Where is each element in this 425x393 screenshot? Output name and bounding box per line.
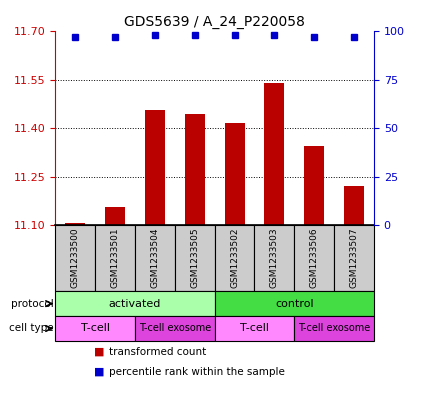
FancyBboxPatch shape	[55, 316, 135, 341]
FancyBboxPatch shape	[215, 225, 255, 291]
Text: ■: ■	[94, 367, 104, 377]
Text: GSM1233507: GSM1233507	[350, 228, 359, 288]
FancyBboxPatch shape	[215, 291, 374, 316]
Text: T-cell: T-cell	[240, 323, 269, 334]
Text: cell type: cell type	[8, 323, 53, 334]
Text: protocol: protocol	[11, 299, 53, 309]
FancyBboxPatch shape	[95, 225, 135, 291]
Bar	[65, 223, 85, 225]
Text: GSM1233506: GSM1233506	[310, 228, 319, 288]
Text: transformed count: transformed count	[109, 347, 207, 357]
Text: GSM1233505: GSM1233505	[190, 228, 199, 288]
Bar	[264, 83, 284, 225]
Bar	[145, 110, 165, 225]
Bar	[344, 186, 364, 225]
Text: T-cell: T-cell	[81, 323, 110, 334]
Text: ■: ■	[94, 347, 104, 357]
Text: GSM1233501: GSM1233501	[110, 228, 119, 288]
FancyBboxPatch shape	[294, 225, 334, 291]
FancyBboxPatch shape	[255, 225, 294, 291]
FancyBboxPatch shape	[135, 316, 215, 341]
FancyBboxPatch shape	[294, 316, 374, 341]
Bar	[105, 207, 125, 225]
FancyBboxPatch shape	[175, 225, 215, 291]
Text: GSM1233502: GSM1233502	[230, 228, 239, 288]
Text: control: control	[275, 299, 314, 309]
FancyBboxPatch shape	[55, 291, 215, 316]
Text: T-cell exosome: T-cell exosome	[298, 323, 370, 334]
Bar	[304, 146, 324, 225]
FancyBboxPatch shape	[135, 225, 175, 291]
Bar	[224, 123, 244, 225]
FancyBboxPatch shape	[215, 316, 294, 341]
Text: GSM1233504: GSM1233504	[150, 228, 159, 288]
Text: T-cell exosome: T-cell exosome	[139, 323, 211, 334]
Title: GDS5639 / A_24_P220058: GDS5639 / A_24_P220058	[124, 15, 305, 29]
Text: percentile rank within the sample: percentile rank within the sample	[109, 367, 285, 377]
Text: activated: activated	[109, 299, 161, 309]
Text: GSM1233500: GSM1233500	[71, 228, 79, 288]
Text: GSM1233503: GSM1233503	[270, 228, 279, 288]
FancyBboxPatch shape	[55, 225, 95, 291]
FancyBboxPatch shape	[334, 225, 374, 291]
Bar	[185, 114, 205, 225]
